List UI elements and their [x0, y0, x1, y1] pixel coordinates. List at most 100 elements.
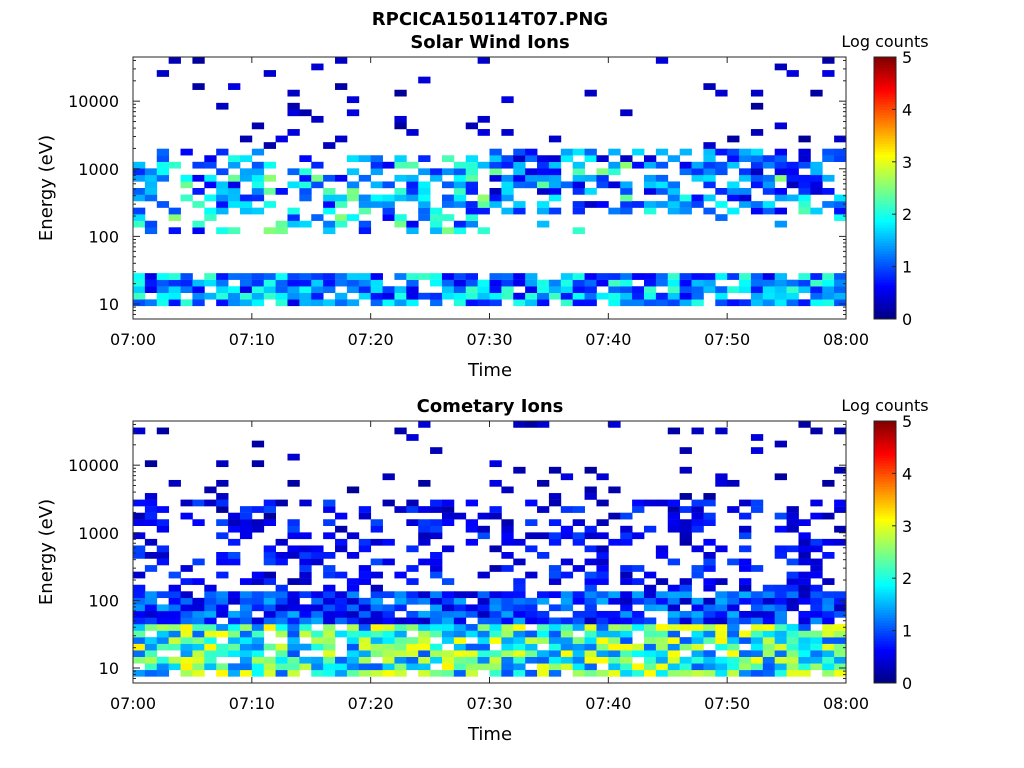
heatmap-cell	[643, 604, 657, 612]
heatmap-cell	[596, 558, 609, 566]
heatmap-cell	[299, 578, 312, 585]
heatmap-cell	[239, 591, 253, 599]
heatmap-cell	[560, 663, 574, 671]
heatmap-cell	[370, 292, 383, 300]
heatmap-cell	[608, 663, 621, 671]
colorbar-swatch	[874, 130, 896, 134]
heatmap-cell	[418, 214, 431, 221]
heatmap-cell	[750, 604, 764, 612]
x-tick-label: 08:00	[823, 694, 869, 713]
heatmap-cell	[739, 525, 752, 533]
heatmap-cell	[180, 643, 193, 651]
heatmap-cell	[810, 89, 823, 97]
heatmap-cell	[275, 499, 288, 507]
heatmap-cell	[537, 669, 550, 677]
heatmap-cell	[548, 565, 562, 572]
heatmap-cell	[251, 519, 265, 526]
heatmap-cell	[228, 174, 241, 182]
heatmap-cell	[798, 194, 811, 202]
heatmap-cell	[204, 486, 217, 494]
heatmap-cell	[335, 525, 348, 533]
heatmap-cell	[441, 669, 455, 677]
heatmap-cell	[346, 552, 360, 559]
heatmap-cell	[311, 273, 324, 280]
heatmap-cell	[727, 630, 740, 638]
heatmap-cell	[287, 591, 300, 599]
heatmap-cell	[406, 273, 419, 280]
heatmap-cell	[477, 624, 490, 631]
heatmap-cell	[620, 512, 633, 520]
heatmap-cell	[608, 597, 621, 605]
x-tick-label: 07:20	[348, 330, 394, 349]
heatmap-cell	[774, 656, 787, 664]
heatmap-cell	[346, 663, 360, 671]
heatmap-cell	[798, 624, 811, 631]
heatmap-cell	[774, 591, 787, 599]
heatmap-cell	[834, 597, 847, 605]
y-tick-label: 1000	[78, 160, 119, 179]
heatmap-cell	[465, 624, 479, 631]
heatmap-cell	[192, 558, 205, 566]
heatmap-cell	[620, 525, 633, 533]
heatmap-cell	[251, 604, 265, 612]
heatmap-cell	[691, 669, 704, 677]
heatmap-cell	[418, 663, 431, 671]
heatmap-cell	[822, 617, 835, 625]
heatmap-cell	[822, 155, 835, 162]
heatmap-cell	[786, 525, 799, 533]
heatmap-cell	[667, 512, 681, 520]
heatmap-cell	[453, 604, 467, 612]
heatmap-cell	[180, 624, 193, 631]
heatmap-cell	[263, 499, 276, 507]
heatmap-cell	[655, 663, 669, 671]
heatmap-cell	[679, 525, 692, 533]
colorbar-swatch	[874, 483, 896, 487]
heatmap-cell	[584, 558, 597, 566]
heatmap-cell	[287, 669, 300, 677]
heatmap-cell	[572, 650, 585, 657]
heatmap-cell	[441, 155, 455, 162]
heatmap-cell	[275, 552, 288, 559]
heatmap-cell	[239, 624, 253, 631]
heatmap-cell	[750, 292, 764, 300]
colorbar-swatch	[874, 541, 896, 545]
heatmap-cell	[204, 194, 217, 202]
heatmap-cell	[239, 279, 253, 287]
heatmap-cell	[287, 597, 300, 605]
colorbar-swatch	[874, 161, 896, 165]
heatmap-cell	[263, 597, 276, 605]
heatmap-cell	[584, 604, 597, 612]
heatmap-cell	[643, 571, 657, 579]
colorbar-swatch	[874, 172, 896, 176]
heatmap-cell	[798, 630, 811, 638]
heatmap-cell	[786, 70, 799, 77]
heatmap-cell	[263, 70, 276, 77]
heatmap-cell	[358, 578, 372, 585]
heatmap-cell	[739, 174, 752, 182]
heatmap-cell	[679, 669, 692, 677]
heatmap-cell	[560, 292, 574, 300]
heatmap-cell	[750, 279, 764, 287]
heatmap-cell	[667, 181, 681, 189]
colorbar-tick-label: 2	[902, 569, 912, 588]
heatmap-cell	[430, 571, 443, 579]
heatmap-cell	[691, 161, 704, 169]
heatmap-cell	[655, 624, 669, 631]
heatmap-cell	[608, 299, 621, 307]
heatmap-cell	[703, 650, 716, 657]
heatmap-cell	[810, 610, 823, 618]
heatmap-cell	[489, 617, 502, 625]
heatmap-cell	[204, 624, 217, 631]
heatmap-cell	[382, 617, 395, 625]
heatmap-cell	[251, 571, 265, 579]
heatmap-cell	[228, 663, 241, 671]
heatmap-cell	[608, 486, 621, 494]
heatmap-cell	[216, 292, 229, 300]
heatmap-cell	[762, 584, 776, 592]
heatmap-cell	[810, 650, 823, 657]
heatmap-cell	[572, 168, 585, 176]
heatmap-cell	[299, 155, 312, 162]
heatmap-cell	[786, 656, 799, 664]
heatmap-cell	[144, 181, 158, 189]
heatmap-cell	[560, 630, 574, 638]
